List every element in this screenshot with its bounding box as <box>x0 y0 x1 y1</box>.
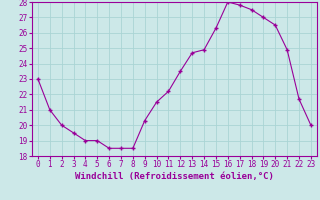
X-axis label: Windchill (Refroidissement éolien,°C): Windchill (Refroidissement éolien,°C) <box>75 172 274 181</box>
